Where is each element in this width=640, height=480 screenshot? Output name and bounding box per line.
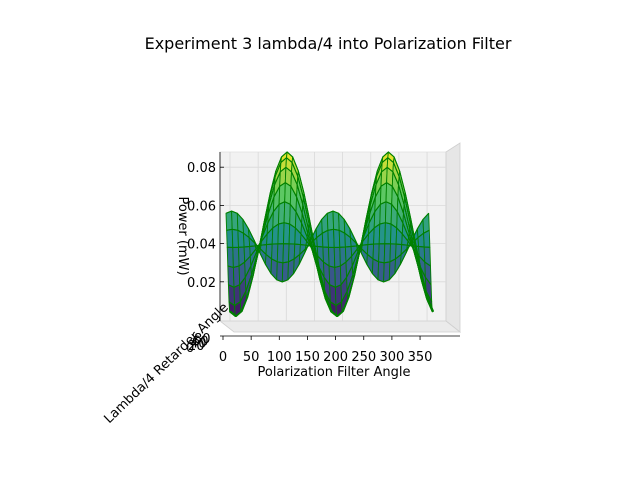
z-axis-ticks: 0.02 0.04 0.06 0.08 [187,161,224,291]
series-line-80 [230,151,435,318]
y-tick-label: 60 [192,334,209,349]
y-tick-label: 80 [194,332,211,347]
x-tick-label: 50 [243,350,260,365]
floor-pane [218,320,462,333]
z-tick-label: 0.02 [187,276,216,291]
x-axis-ticks: 0 50 100 150 200 250 300 350 [219,336,433,365]
series-line-10 [226,228,430,264]
chart-title: Experiment 3 lambda/4 into Polarization … [145,34,512,53]
power-surface [225,151,435,318]
y-tick-label: 40 [190,337,207,352]
z-tick-label: 0.06 [187,199,216,214]
x-tick-label: 200 [323,350,348,365]
z-axis-label: Power (mW) [175,196,190,275]
x-tick-label: 0 [219,350,227,365]
z-tick-label: 0.04 [187,238,216,253]
y-tick-label: 0 [186,341,194,356]
right-side-pane [445,142,461,333]
series-line-20 [227,243,430,248]
y-tick-label: 20 [188,339,205,354]
x-tick-label: 100 [267,350,292,365]
y-axis-label: Lambda/4 Retarder Angle [101,300,231,426]
series-line-0 [225,210,430,283]
x-tick-label: 300 [379,350,404,365]
z-tick-label: 0.08 [187,161,216,176]
x-tick-label: 350 [408,350,433,365]
series-line-30 [227,222,431,268]
x-tick-label: 250 [351,350,376,365]
x-tick-label: 150 [295,350,320,365]
x-axis-label: Polarization Filter Angle [257,365,410,380]
